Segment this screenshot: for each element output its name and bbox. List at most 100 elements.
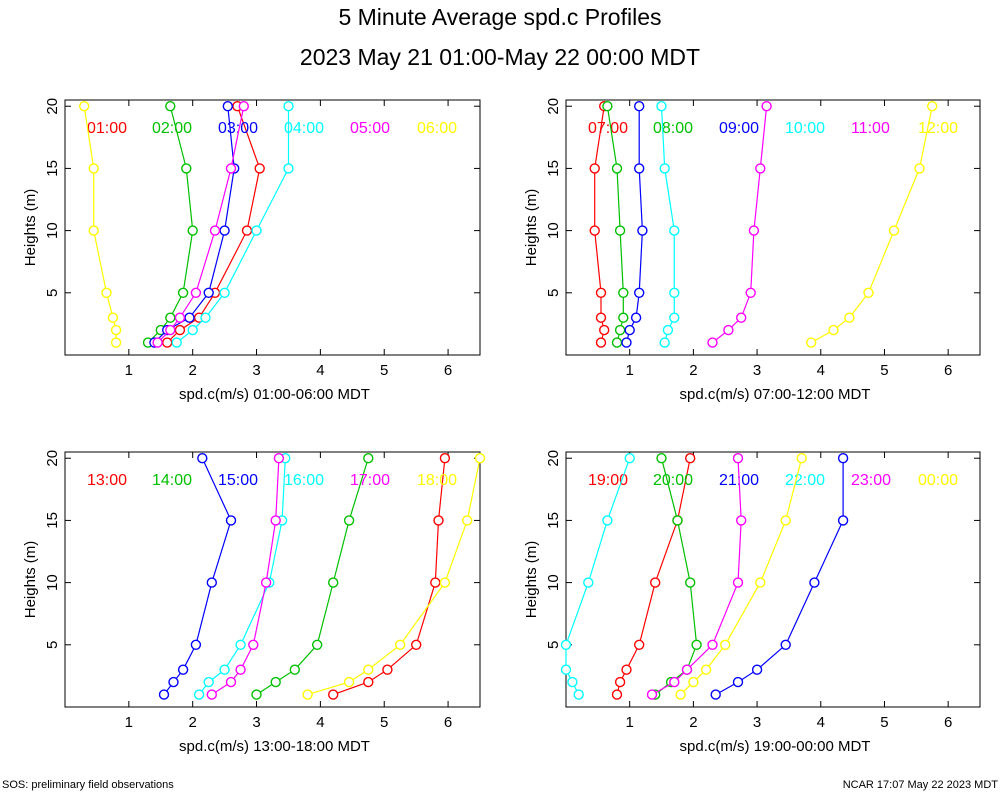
x-axis-label: spd.c(m/s) 19:00-00:00 MDT bbox=[680, 738, 871, 755]
y-tick-label: 5 bbox=[44, 289, 61, 297]
x-tick-label: 1 bbox=[125, 362, 133, 379]
y-tick-label: 10 bbox=[44, 574, 61, 591]
data-point bbox=[363, 453, 374, 464]
series-line bbox=[256, 458, 369, 696]
data-point bbox=[755, 577, 766, 588]
x-axis-label: spd.c(m/s) 07:00-12:00 MDT bbox=[680, 386, 871, 403]
data-point bbox=[806, 337, 817, 348]
data-point bbox=[618, 312, 629, 323]
data-point bbox=[174, 324, 186, 336]
y-axis-label: Heights (m) bbox=[22, 189, 39, 267]
legend-entry: 08:00 bbox=[653, 120, 693, 137]
data-point bbox=[634, 163, 645, 174]
y-tick-label: 10 bbox=[545, 222, 562, 239]
x-tick-label: 2 bbox=[189, 362, 197, 379]
data-point bbox=[736, 515, 747, 526]
data-point bbox=[685, 577, 696, 588]
plot-frame bbox=[565, 99, 981, 356]
data-point bbox=[745, 287, 756, 298]
series-13:00 bbox=[328, 453, 451, 700]
series-line bbox=[83, 106, 117, 343]
data-point bbox=[646, 689, 658, 700]
data-point bbox=[589, 163, 600, 174]
series-line bbox=[654, 458, 698, 696]
data-point bbox=[474, 453, 486, 464]
data-point bbox=[430, 577, 441, 588]
plot-frame bbox=[64, 99, 481, 356]
data-point bbox=[888, 225, 900, 236]
legend-entry: 23:00 bbox=[851, 472, 891, 489]
data-point bbox=[312, 639, 323, 650]
data-point bbox=[152, 337, 163, 348]
data-point bbox=[720, 639, 731, 650]
x-tick-label: 3 bbox=[252, 362, 260, 379]
data-point bbox=[165, 324, 176, 336]
series-22:00 bbox=[560, 453, 635, 700]
data-point bbox=[328, 577, 339, 588]
data-point bbox=[270, 515, 281, 526]
data-point bbox=[707, 639, 718, 650]
y-tick-label: 20 bbox=[545, 450, 562, 467]
data-point bbox=[78, 100, 90, 112]
series-00:00 bbox=[675, 453, 807, 700]
data-point bbox=[254, 163, 265, 174]
data-point bbox=[222, 100, 234, 112]
data-point bbox=[723, 324, 734, 336]
series-line bbox=[332, 458, 446, 696]
data-point bbox=[302, 689, 313, 700]
data-point bbox=[248, 639, 259, 650]
data-point bbox=[187, 324, 198, 336]
y-tick-label: 15 bbox=[545, 512, 562, 529]
data-point bbox=[177, 664, 189, 675]
data-point bbox=[219, 225, 230, 236]
data-point bbox=[328, 689, 339, 700]
data-point bbox=[732, 577, 744, 588]
series-line bbox=[307, 458, 481, 696]
legend-entry: 05:00 bbox=[350, 120, 390, 137]
data-point bbox=[439, 577, 451, 588]
data-point bbox=[161, 337, 173, 348]
data-point bbox=[611, 337, 623, 348]
x-tick-label: 1 bbox=[626, 362, 634, 379]
y-tick-label: 20 bbox=[44, 450, 61, 467]
series-07:00 bbox=[589, 100, 610, 348]
data-point bbox=[624, 453, 635, 464]
data-point bbox=[656, 453, 667, 464]
data-point bbox=[573, 689, 584, 700]
series-10:00 bbox=[656, 100, 680, 348]
y-tick-label: 15 bbox=[545, 160, 562, 177]
data-point bbox=[363, 664, 374, 675]
data-point bbox=[621, 664, 632, 675]
data-point bbox=[283, 100, 294, 112]
data-point bbox=[168, 676, 179, 688]
x-tick-label: 4 bbox=[316, 362, 324, 379]
figure-title: 5 Minute Average spd.c Profiles bbox=[338, 4, 661, 30]
plot-frame bbox=[565, 451, 981, 708]
data-point bbox=[669, 225, 680, 236]
data-point bbox=[107, 312, 119, 323]
data-point bbox=[88, 225, 99, 236]
data-point bbox=[560, 664, 572, 675]
data-point bbox=[203, 287, 214, 298]
data-point bbox=[602, 100, 613, 112]
data-point bbox=[614, 225, 626, 236]
data-point bbox=[177, 287, 189, 298]
data-point bbox=[672, 515, 683, 526]
data-point bbox=[634, 100, 645, 112]
series-23:00 bbox=[646, 453, 747, 700]
x-tick-label: 6 bbox=[944, 714, 952, 731]
y-tick-label: 15 bbox=[44, 512, 61, 529]
x-tick-label: 6 bbox=[444, 362, 452, 379]
data-point bbox=[200, 312, 211, 323]
x-tick-label: 3 bbox=[753, 714, 761, 731]
data-point bbox=[669, 312, 680, 323]
data-point bbox=[809, 577, 820, 588]
data-point bbox=[595, 312, 607, 323]
x-tick-label: 3 bbox=[252, 714, 260, 731]
data-point bbox=[411, 639, 422, 650]
data-point bbox=[238, 100, 250, 112]
series-line bbox=[712, 106, 768, 344]
legend-entry: 14:00 bbox=[152, 472, 192, 489]
x-tick-label: 6 bbox=[444, 714, 452, 731]
y-tick-label: 5 bbox=[545, 641, 562, 649]
